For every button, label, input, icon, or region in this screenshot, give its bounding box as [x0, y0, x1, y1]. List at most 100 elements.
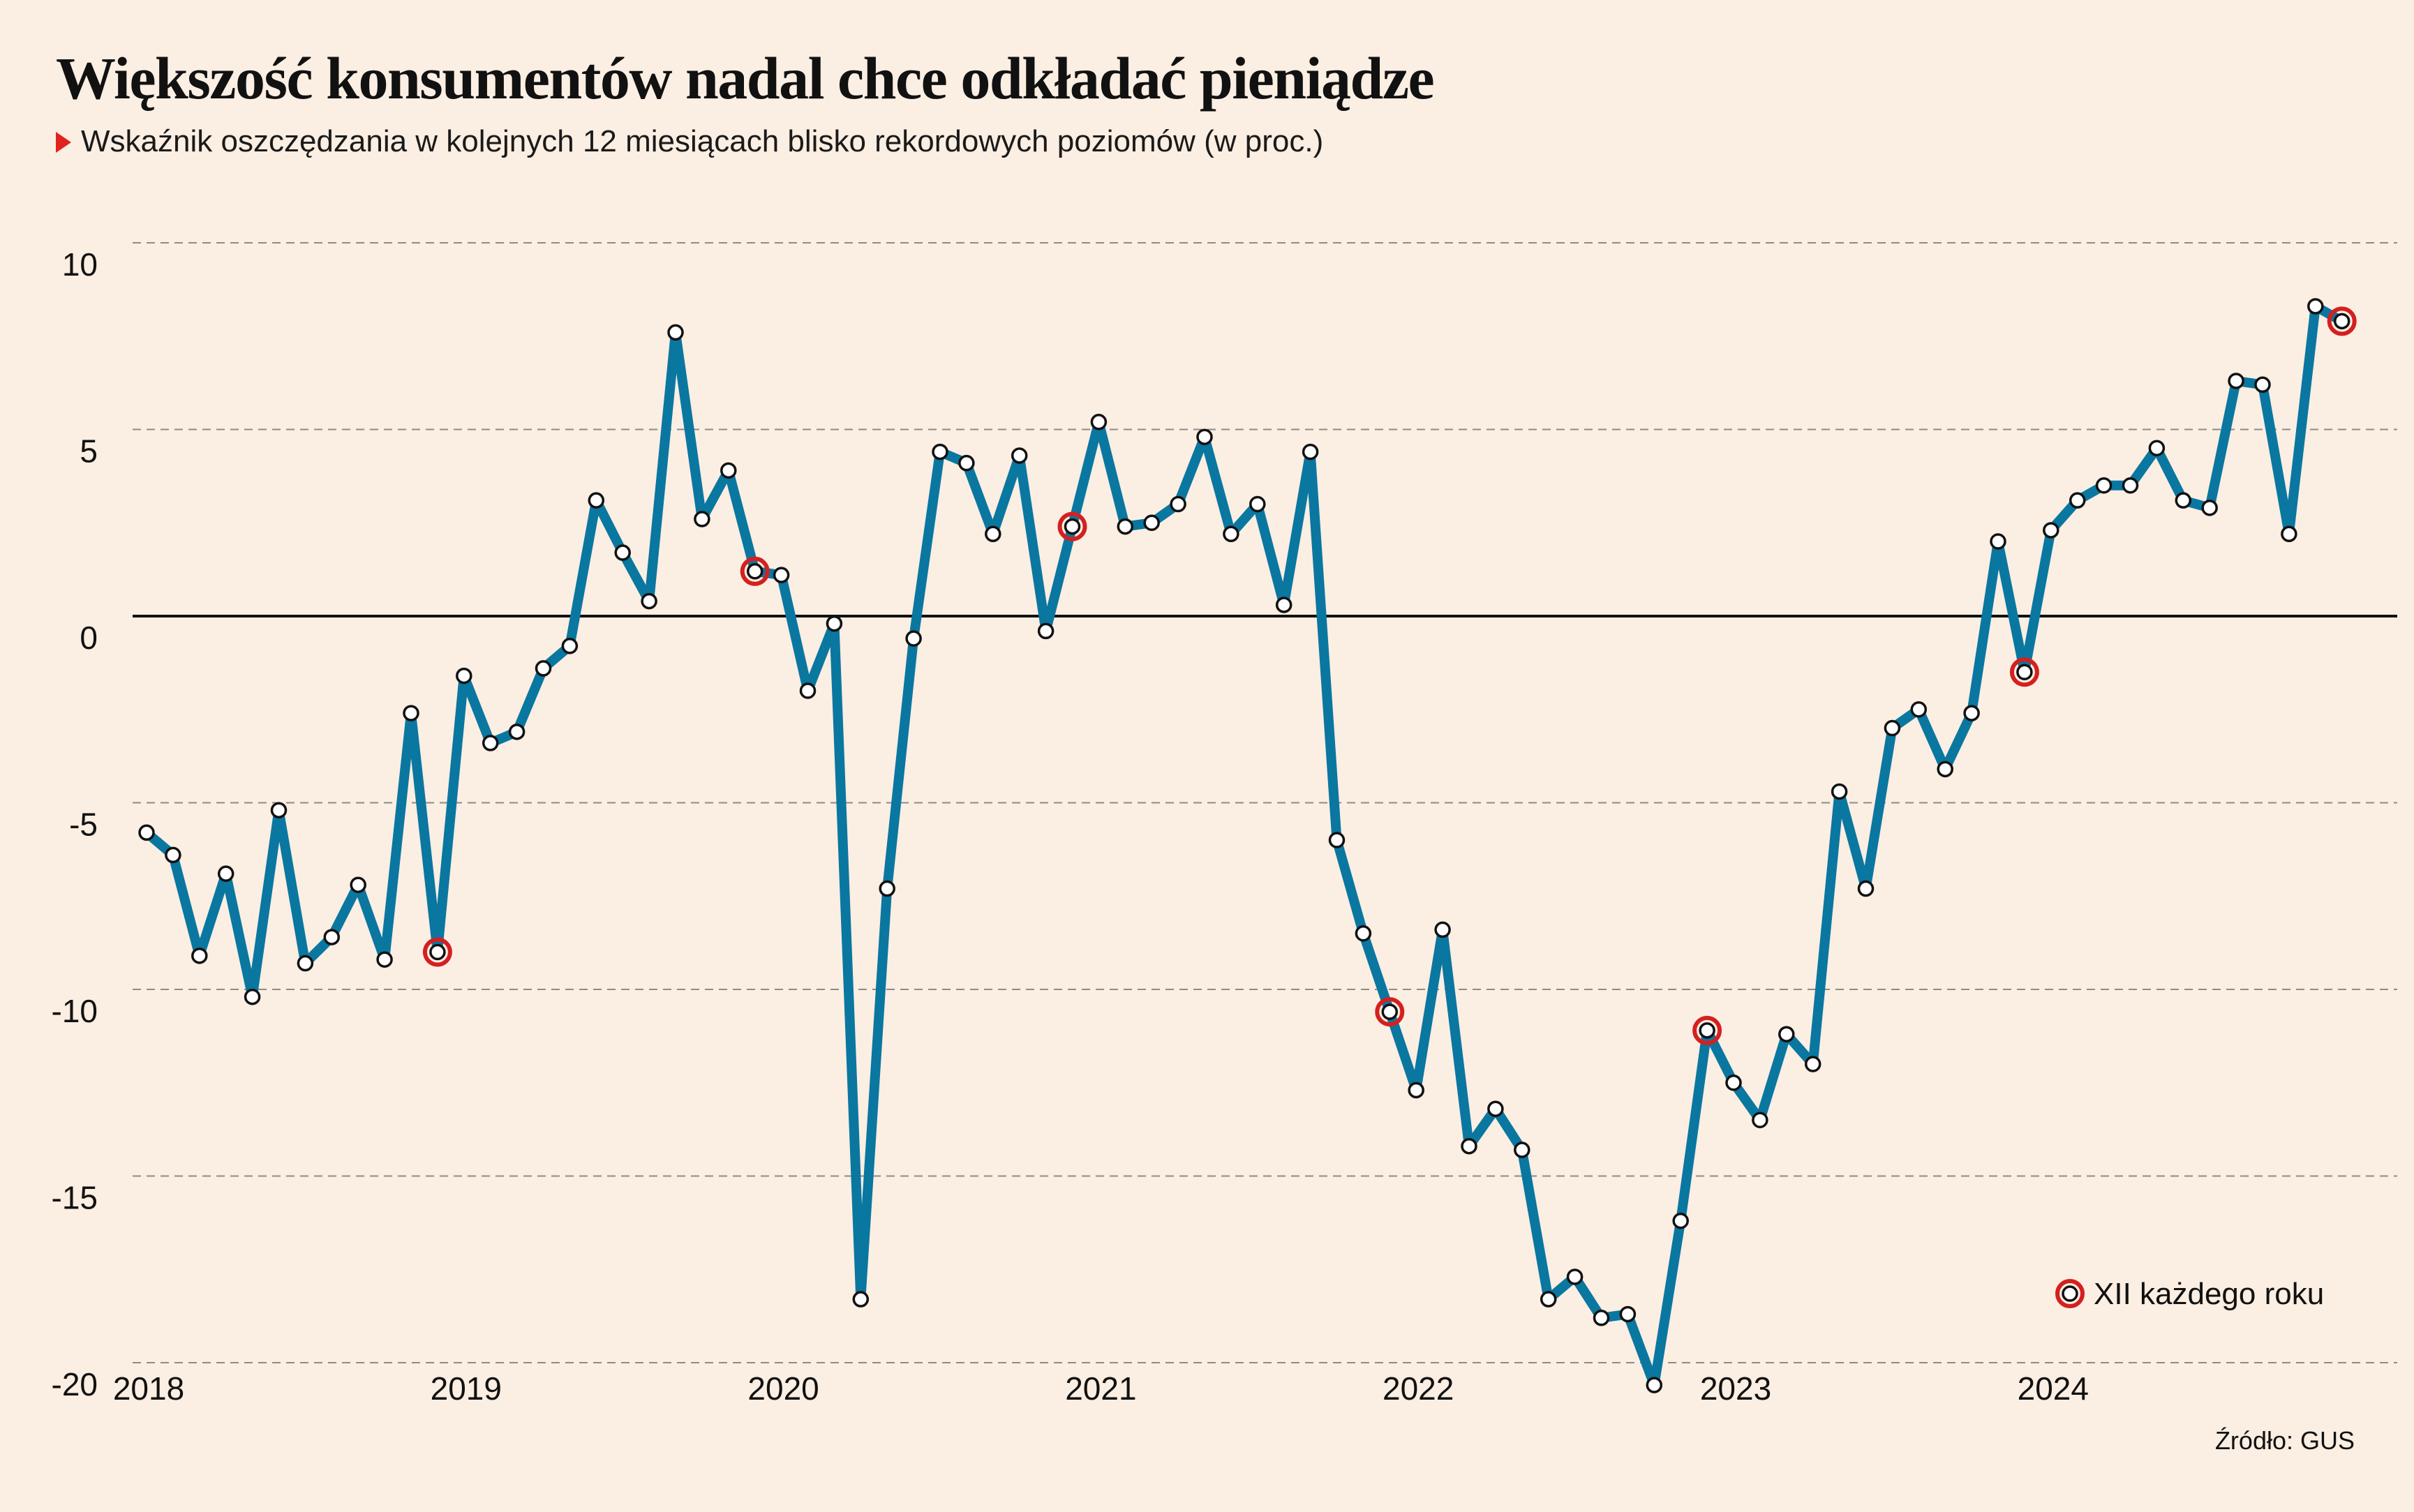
series-layer [142, 301, 2347, 1391]
x-tick-label: 2023 [1700, 1370, 1771, 1407]
y-tick-label: -5 [69, 807, 98, 843]
data-point [1566, 1268, 1584, 1285]
data-point [508, 724, 526, 740]
grid-lines [133, 242, 2397, 1363]
data-point [1302, 443, 1319, 461]
data-point-december [2016, 664, 2033, 680]
data-point [852, 1291, 870, 1308]
chart-title: Większość konsumentów nadal chce odkłada… [56, 45, 1435, 112]
x-tick-label: 2019 [431, 1370, 502, 1407]
data-point [1884, 719, 1901, 737]
data-point [1752, 1111, 1768, 1128]
data-point [826, 615, 843, 632]
data-point [1328, 832, 1346, 848]
data-point [2043, 522, 2059, 539]
data-point [1778, 1026, 1795, 1042]
data-point [1434, 921, 1451, 938]
x-tick-label: 2022 [1383, 1370, 1454, 1407]
december-highlight [2009, 657, 2039, 687]
data-point [2122, 477, 2139, 494]
data-point [191, 948, 208, 964]
december-highlight [422, 937, 452, 967]
data-point [456, 667, 472, 684]
december-highlight [2327, 306, 2357, 336]
data-point [1937, 761, 1953, 778]
data-point [1037, 622, 1055, 640]
triangle-marker-icon [56, 132, 71, 153]
data-point [641, 592, 657, 610]
data-points [138, 298, 2357, 1393]
data-point [1090, 414, 1108, 431]
y-tick-label: 5 [80, 433, 98, 470]
data-point [561, 638, 579, 654]
data-point [1857, 880, 1875, 897]
data-point-december [429, 943, 446, 961]
data-point [1355, 925, 1372, 942]
data-point [667, 324, 684, 341]
data-point [1593, 1310, 1610, 1326]
data-point [138, 824, 155, 841]
data-point [1910, 701, 1928, 718]
data-point [403, 705, 419, 721]
data-point [1249, 495, 1266, 513]
data-point-december [2333, 313, 2350, 330]
data-point [1963, 705, 1980, 721]
data-point [2175, 492, 2192, 509]
data-point [905, 630, 922, 647]
y-axis-ticks: 10 5 0 -5 -10 -15 -20 [52, 246, 98, 1402]
data-point [1831, 783, 1848, 800]
legend-december-marker [2055, 1279, 2085, 1308]
chart-subtitle-text: Wskaźnik oszczędzania w kolejnych 12 mie… [81, 124, 1324, 158]
data-point [720, 462, 737, 479]
december-highlight [1692, 1015, 1722, 1045]
x-tick-label: 2024 [2018, 1370, 2089, 1407]
data-point [958, 454, 975, 472]
data-point [1196, 428, 1213, 445]
data-point [614, 544, 631, 561]
data-point [879, 880, 895, 897]
data-point [1461, 1137, 1477, 1155]
data-point [2069, 492, 2086, 509]
data-point [270, 802, 288, 818]
data-point [2281, 525, 2297, 543]
series-line [142, 301, 2347, 1391]
data-point-december [746, 563, 763, 580]
chart-subtitle: Wskaźnik oszczędzania w kolejnych 12 mie… [56, 124, 1323, 159]
y-tick-label: 10 [62, 246, 98, 283]
data-point [588, 492, 605, 509]
data-point [1672, 1212, 1689, 1229]
x-tick-label: 2021 [1065, 1370, 1136, 1407]
data-point [1223, 525, 1239, 543]
data-point [482, 735, 499, 751]
source-note: Źródło: GUS [2214, 1426, 2355, 1455]
data-point [985, 525, 1001, 543]
data-point [2095, 477, 2113, 494]
data-point [165, 846, 181, 864]
data-point [2201, 500, 2218, 516]
x-tick-label: 2018 [113, 1370, 184, 1407]
x-axis-ticks: 2018 2019 2020 2021 2022 2023 2024 [113, 1370, 2089, 1407]
data-point [376, 951, 393, 968]
data-point-december [1699, 1022, 1715, 1039]
december-highlight [740, 556, 770, 586]
data-point [773, 567, 790, 583]
december-highlight [1375, 997, 1405, 1027]
data-point [1170, 495, 1186, 513]
legend: XII każdego roku [2055, 1277, 2324, 1311]
december-highlight [1057, 511, 1087, 541]
data-point [2254, 376, 2271, 394]
data-point [1619, 1305, 1637, 1323]
data-point [350, 876, 366, 893]
data-point [535, 660, 552, 677]
data-point [217, 865, 234, 882]
data-point [1646, 1377, 1663, 1393]
data-point [1117, 518, 1134, 535]
legend-label: XII każdego roku [2094, 1277, 2324, 1311]
data-point [1408, 1081, 1424, 1099]
data-point [323, 929, 341, 945]
data-point [1990, 533, 2006, 550]
y-tick-label: -15 [52, 1180, 98, 1216]
data-point [2307, 298, 2324, 315]
data-point [1487, 1100, 1504, 1117]
